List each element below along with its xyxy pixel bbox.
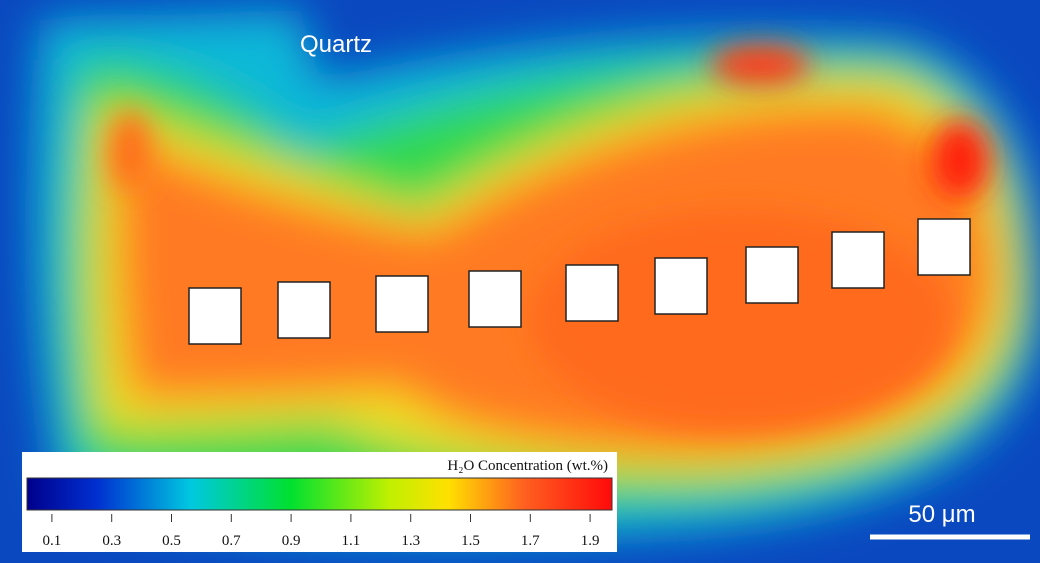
colorbar-tick-label: 1.1 (342, 533, 361, 549)
spot (746, 247, 798, 303)
colorbar: H₂O Concentration (wt.%) 0.1 0.3 0.5 0.7 0.9… (22, 452, 617, 552)
colorbar-title: H₂O Concentration (wt.%) (447, 458, 608, 474)
colorbar-tick-label: 0.3 (102, 533, 121, 549)
mineral-label: Quartz (300, 31, 372, 58)
colorbar-tick-label: 0.9 (282, 533, 301, 549)
spot (278, 282, 330, 338)
spot (566, 265, 618, 321)
spot (655, 258, 707, 314)
colorbar-tick-label: 1.3 (401, 533, 420, 549)
colorbar-tick-label: 1.7 (521, 533, 540, 549)
spot (832, 232, 884, 288)
spot (469, 271, 521, 327)
scale-bar-label: 50 μm (908, 501, 975, 528)
colorbar-tick-label: 1.5 (461, 533, 480, 549)
spot (376, 276, 428, 332)
colorbar-tick-label: 0.7 (222, 533, 241, 549)
colorbar-tick-label: 0.1 (43, 533, 62, 549)
spot (918, 219, 970, 275)
colorbar-gradient (27, 478, 612, 510)
map-figure: Quartz H₂O Concentration (wt.%) 0.1 0.3 0.… (0, 0, 1040, 563)
spot (189, 288, 241, 344)
colorbar-tick-label: 1.9 (581, 533, 600, 549)
colorbar-tick-label: 0.5 (162, 533, 181, 549)
